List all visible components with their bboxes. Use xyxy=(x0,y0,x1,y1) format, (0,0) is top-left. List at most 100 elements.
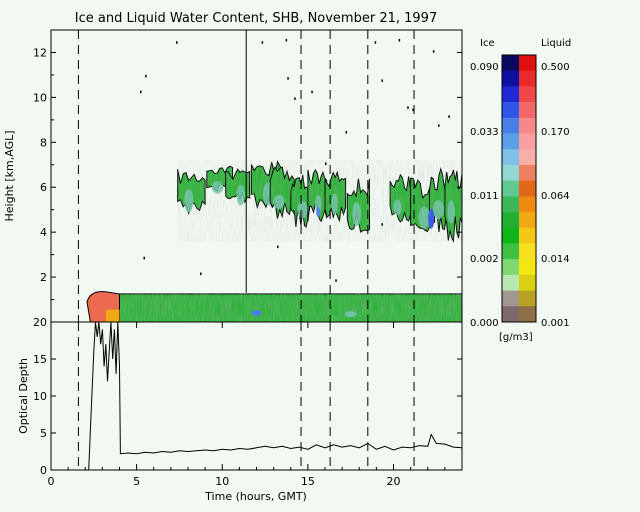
x-tick-label: 20 xyxy=(387,475,401,488)
legend-ice-tick-label: 0.033 xyxy=(470,127,499,138)
legend-color-bars xyxy=(501,54,537,323)
scattered-return-speck xyxy=(448,115,450,118)
scattered-return-speck xyxy=(199,272,202,276)
scattered-return-speck xyxy=(140,90,142,94)
x-tick-label: 5 xyxy=(133,475,140,488)
legend-liquid-swatch xyxy=(519,212,536,229)
legend-liquid-swatch xyxy=(519,133,536,150)
scattered-returns xyxy=(140,38,450,282)
legend-liquid-swatch xyxy=(519,196,536,213)
upper-vertical-lines xyxy=(77,30,415,322)
legend-liquid-tick-label: 0.170 xyxy=(541,127,570,138)
upper-panel: 2 4 6 8 10 12 Height [km,AGL] xyxy=(3,29,463,323)
legend-liquid-swatch xyxy=(519,102,536,119)
legend-tick-labels: 0.090 0.033 0.011 0.002 0.000 0.500 0.170 0.064… xyxy=(470,62,570,329)
legend-ice-label: Ice xyxy=(480,38,495,49)
legend-liquid-swatch xyxy=(519,306,536,323)
scattered-return-speck xyxy=(261,41,264,44)
legend-liquid-swatch xyxy=(519,70,536,87)
scattered-return-speck xyxy=(374,41,377,44)
boundary-layer-ice-patch xyxy=(251,310,262,317)
legend-liquid-tick-label: 0.064 xyxy=(541,191,570,202)
upper-y-tick-label: 4 xyxy=(40,226,47,239)
lower-y-tick-label: 5 xyxy=(40,427,47,440)
scattered-return-speck xyxy=(407,106,409,109)
legend-liquid-label: Liquid xyxy=(541,38,571,49)
lower-vertical-lines xyxy=(77,322,415,470)
scattered-return-speck xyxy=(287,77,289,80)
upper-y-axis-label: Height [km,AGL] xyxy=(3,130,16,221)
cloud-texture xyxy=(177,160,462,242)
legend-liquid-swatch xyxy=(519,149,536,166)
boundary-layer-cloud xyxy=(86,291,463,323)
legend-ice-swatch xyxy=(502,243,519,260)
legend-ice-swatch xyxy=(502,212,519,229)
legend-ice-swatch xyxy=(502,306,519,323)
legend-ice-tick-label: 0.000 xyxy=(470,318,499,329)
legend-ice-swatch xyxy=(502,70,519,87)
upper-y-tick-label: 12 xyxy=(33,46,47,59)
legend-liquid-tick-label: 0.500 xyxy=(541,62,570,73)
legend-frame xyxy=(501,54,537,323)
lower-y-tick-label: 20 xyxy=(33,316,47,329)
boundary-layer-liquid-peak xyxy=(105,309,120,322)
scattered-return-speck xyxy=(345,131,348,134)
upper-cloud-layer xyxy=(177,160,463,243)
scattered-return-speck xyxy=(277,245,279,249)
legend-ice-swatch xyxy=(502,196,519,213)
legend-ice-swatch xyxy=(502,117,519,134)
chart-title: Ice and Liquid Water Content, SHB, Novem… xyxy=(75,11,437,26)
legend-liquid-swatch xyxy=(519,259,536,276)
legend-ice-swatch xyxy=(502,290,519,307)
legend-ice-swatch xyxy=(502,149,519,166)
x-tick-label: 10 xyxy=(215,475,229,488)
upper-y-tick-label: 2 xyxy=(40,271,47,284)
legend-liquid-swatch xyxy=(519,55,536,72)
scattered-return-speck xyxy=(432,50,435,53)
legend-ice-tick-label: 0.011 xyxy=(470,191,499,202)
lower-panel: 0 5 10 15 20 0 5 10 15 20 Time (hours, GMT) Opti… xyxy=(17,316,463,503)
legend-liquid-swatch xyxy=(519,290,536,307)
legend-ice-tick-label: 0.002 xyxy=(470,254,499,265)
scattered-return-speck xyxy=(311,90,313,94)
legend-ice-swatch xyxy=(502,227,519,244)
legend-liquid-swatch xyxy=(519,164,536,181)
legend-ice-swatch xyxy=(502,102,519,119)
legend-ice-swatch xyxy=(502,86,519,103)
optical-depth-series-line xyxy=(88,321,463,471)
lower-y-tick-label: 0 xyxy=(40,464,47,477)
legend-ice-swatch xyxy=(502,164,519,181)
legend-liquid-swatch xyxy=(519,117,536,134)
upper-y-tick-label: 6 xyxy=(40,181,47,194)
boundary-layer-ice-patch xyxy=(344,311,357,318)
scattered-return-speck xyxy=(381,223,384,226)
upper-y-axis: 2 4 6 8 10 12 xyxy=(33,46,462,301)
scattered-return-speck xyxy=(325,162,327,166)
upper-y-tick-label: 10 xyxy=(33,91,47,104)
legend-liquid-tick-label: 0.014 xyxy=(541,254,570,265)
scattered-return-speck xyxy=(145,74,147,78)
x-tick-label: 0 xyxy=(48,475,55,488)
scattered-return-speck xyxy=(285,38,288,42)
legend-liquid-swatch xyxy=(519,86,536,103)
scattered-return-speck xyxy=(294,97,296,100)
scattered-return-speck xyxy=(143,256,145,260)
legend-liquid-swatch xyxy=(519,274,536,291)
lower-y-axis-label: Optical Depth xyxy=(17,358,30,434)
legend-ice-swatch xyxy=(502,274,519,291)
legend-ice-swatch xyxy=(502,133,519,150)
legend-units: [g/m3] xyxy=(499,332,533,343)
upper-y-tick-label: 8 xyxy=(40,136,47,149)
lower-y-axis: 0 5 10 15 20 xyxy=(33,316,462,477)
x-axis: 0 5 10 15 20 xyxy=(48,322,446,488)
x-tick-label: 15 xyxy=(301,475,315,488)
x-axis-label: Time (hours, GMT) xyxy=(204,490,307,503)
lower-y-tick-label: 15 xyxy=(33,353,47,366)
scattered-return-speck xyxy=(398,38,401,42)
legend-ice-tick-label: 0.090 xyxy=(470,62,499,73)
legend-liquid-swatch xyxy=(519,227,536,244)
legend-liquid-swatch xyxy=(519,243,536,260)
scattered-return-speck xyxy=(438,124,440,127)
legend-liquid-tick-label: 0.001 xyxy=(541,318,570,329)
